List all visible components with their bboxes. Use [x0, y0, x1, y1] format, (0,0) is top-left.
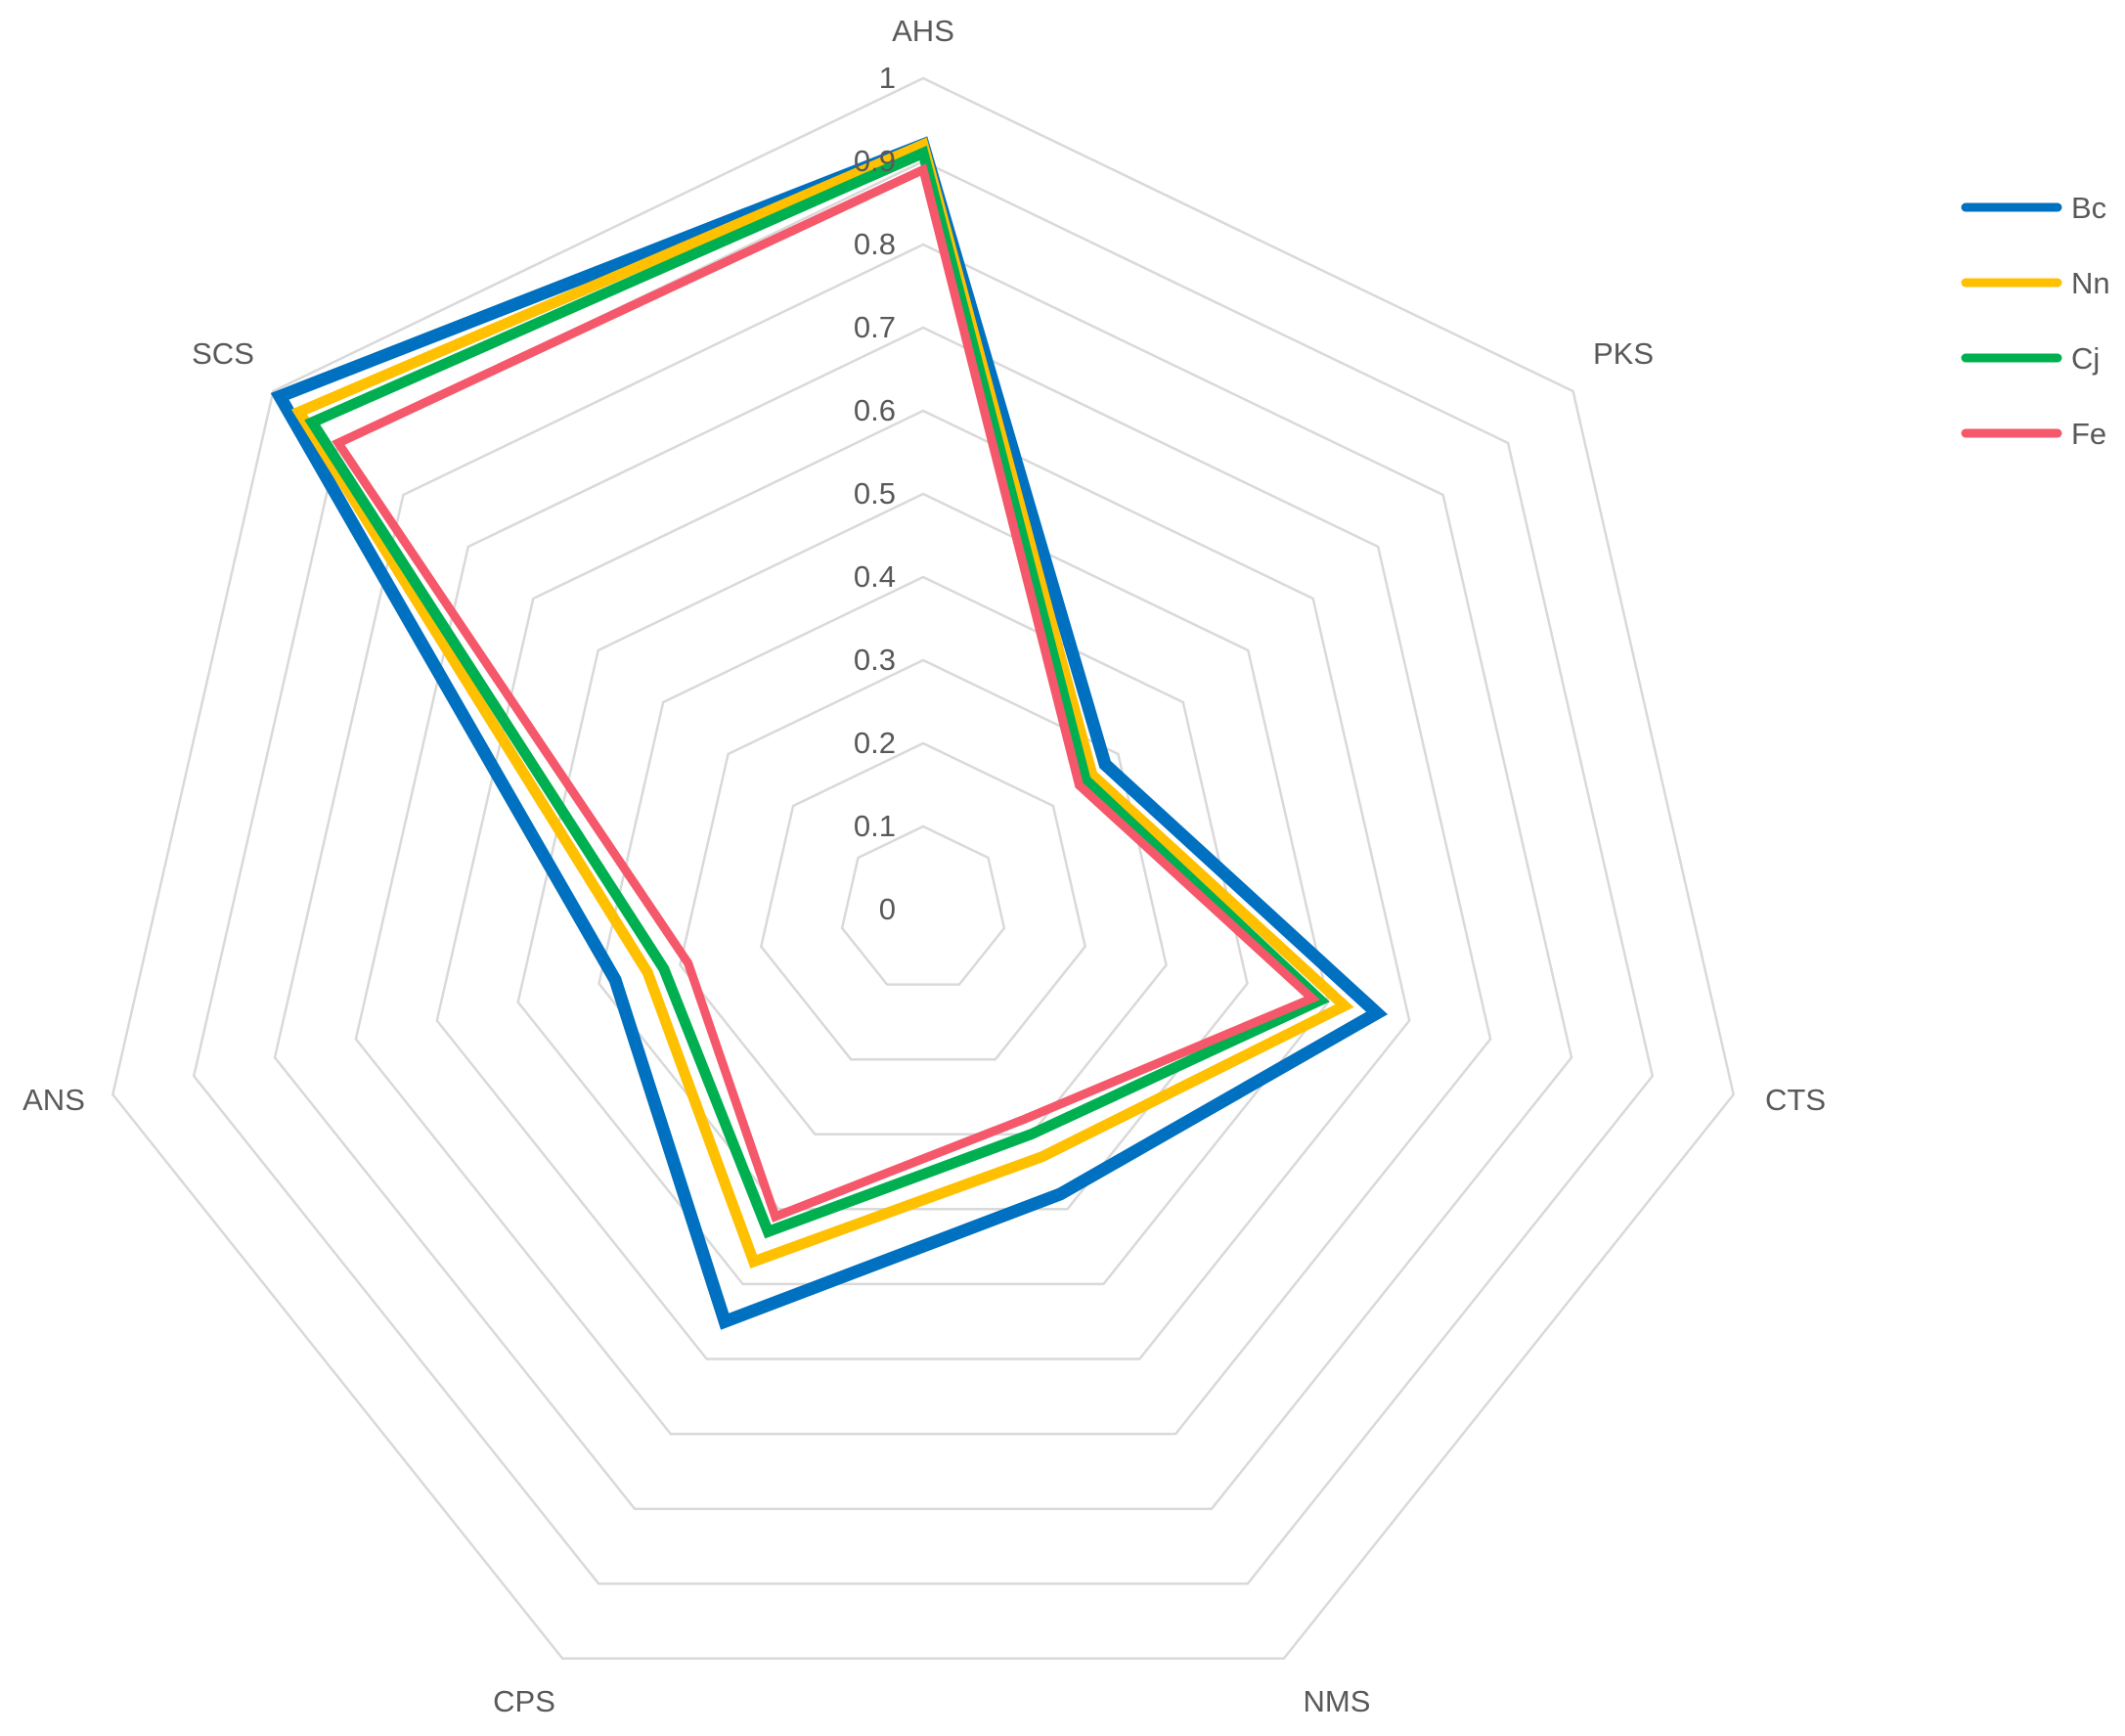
grid-ring-0.6: [435, 409, 1411, 1360]
axis-label-ahs: AHS: [892, 14, 954, 48]
tick-label: 0.8: [854, 227, 896, 261]
axis-label-scs: SCS: [192, 336, 254, 371]
legend-label: Nn: [2071, 266, 2110, 300]
tick-label: 0.9: [854, 144, 896, 178]
grid-layer: [111, 76, 1736, 1661]
legend: Bc Nn Cj Fe: [1961, 191, 2110, 451]
grid-ring-0.5: [516, 492, 1330, 1286]
series-fe-line: [332, 163, 1321, 1223]
grid-ring-0.2: [759, 741, 1087, 1061]
grid-ring-0.8: [273, 243, 1573, 1510]
legend-label: Fe: [2071, 417, 2106, 451]
series-nn-line: [290, 137, 1354, 1269]
grid-ring-1: [111, 76, 1736, 1661]
legend-item-fe: Fe: [1961, 417, 2106, 451]
legend-item-bc: Bc: [1961, 191, 2106, 225]
tick-label-layer: 0 0.1 0.2 0.3 0.4 0.5 0.6 0.7 0.8 0.9 1: [854, 61, 896, 926]
legend-item-cj: Cj: [1961, 341, 2100, 376]
tick-label: 0.3: [854, 643, 896, 677]
legend-item-nn: Nn: [1961, 266, 2110, 300]
legend-label: Bc: [2071, 191, 2106, 225]
axis-label-layer: AHS PKS CTS NMS CPS ANS SCS: [22, 14, 1826, 1718]
grid-ring-0.9: [192, 159, 1655, 1585]
tick-label: 0.6: [854, 393, 896, 427]
grid-ring-0.4: [598, 575, 1249, 1211]
axis-label-pks: PKS: [1593, 336, 1654, 371]
axis-label-cts: CTS: [1765, 1083, 1826, 1117]
axis-label-ans: ANS: [22, 1083, 85, 1117]
tick-label: 0.7: [854, 310, 896, 344]
series-layer: [270, 136, 1389, 1330]
tick-label: 0.5: [854, 476, 896, 511]
tick-label: 0: [879, 892, 896, 926]
tick-label: 0.1: [854, 809, 896, 843]
legend-label: Cj: [2071, 341, 2100, 376]
series-bc-line: [270, 136, 1389, 1330]
grid-ring-0.1: [840, 824, 1006, 986]
tick-label: 0.2: [854, 726, 896, 760]
tick-label: 0.4: [854, 559, 896, 594]
axis-label-cps: CPS: [493, 1684, 555, 1718]
axis-label-nms: NMS: [1304, 1684, 1371, 1718]
tick-label: 1: [879, 61, 896, 95]
series-cj-line: [304, 145, 1330, 1239]
